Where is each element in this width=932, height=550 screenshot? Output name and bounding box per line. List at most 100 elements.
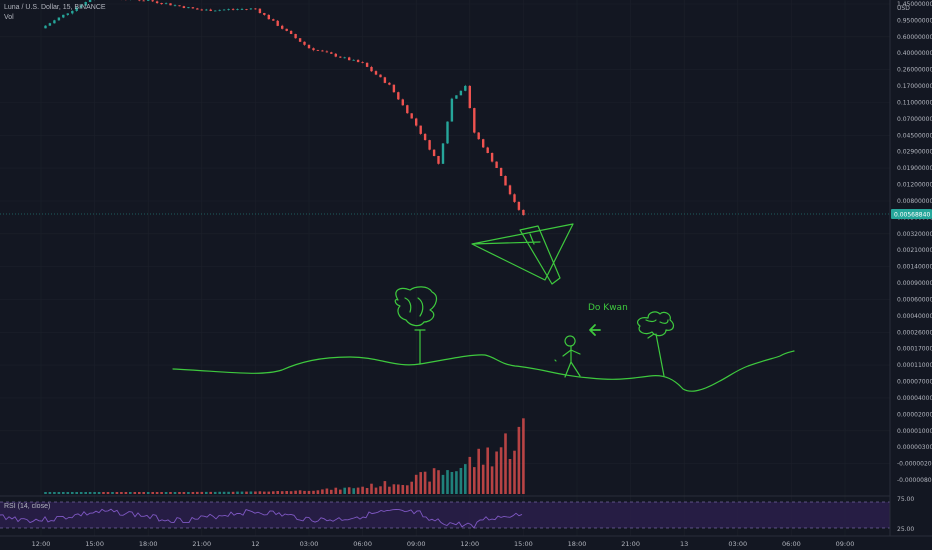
volume-bar [276,491,279,494]
volume-bar [459,468,463,494]
candle-body [209,9,212,11]
candle-body [410,113,413,119]
candle-body [44,25,47,29]
candle-body [432,149,436,156]
volume-bar [468,456,472,494]
candle-body [321,50,324,52]
candle-body [361,62,364,63]
volume-bar [146,492,150,494]
time-tick-label: 12:00 [460,540,479,548]
candle-body [388,82,391,85]
price-tick-label: 0.00007000 [897,379,932,386]
volume-bar [236,491,239,494]
price-tick-label: 0.00004000 [897,395,932,402]
volume-bar [200,491,204,494]
volume-bar [312,490,315,494]
price-tick-label: 0.00320000 [897,231,932,238]
volume-bar [187,492,190,494]
candle-body [272,19,275,21]
volume-bar [504,433,507,494]
candle-body [486,147,489,153]
volume-bar [513,450,516,494]
price-tick-label: 0.95000000 [897,17,932,24]
candle-body [415,118,418,126]
volume-bar [75,492,78,494]
time-axis[interactable]: 12:00 15:00 18:00 21:00 12 03:00 06:00 09:00 12:… [0,535,932,548]
symbol-legend[interactable]: Luna / U.S. Dollar, 15, BINANCE [4,4,106,11]
candle-body [397,92,400,100]
candle-body [285,28,288,31]
ground-line-drawing [172,350,795,392]
volume-bar [124,492,128,494]
candle-body [365,62,369,67]
volume-bar [71,492,74,494]
volume-bar [178,492,181,494]
price-tick-label: 0.00060000 [897,296,932,303]
volume-bar [330,489,333,494]
price-tick-label: 0.00140000 [897,264,932,271]
candle-body [84,2,87,6]
volume-bar [522,418,525,494]
candle-body [392,84,396,93]
volume-bar [160,492,163,494]
volume-bar [88,492,92,494]
volume-bar [48,492,52,494]
volume-bar [392,484,396,494]
price-tick-label: 0.00210000 [897,247,932,254]
volume-bar [477,448,480,494]
candle-body [437,156,440,164]
rsi-legend[interactable]: RSI (14, close) [4,503,51,510]
volume-bar [120,492,123,494]
volume-bar [370,483,373,494]
candle-body [482,139,485,148]
candle-body [263,13,266,15]
candle-body [517,201,521,210]
price-tick-label: 0.00000300 [897,444,932,451]
volume-bar [164,492,168,494]
candle-body [499,167,503,176]
volume-bar [321,489,324,494]
price-tick-label: -0.00000200 [897,461,932,468]
price-tick-label: 0.00017000 [897,346,932,353]
volume-bar [294,490,297,494]
volume-bar [307,490,311,494]
candle-body [522,209,525,216]
current-price-text: 0.00568840 [894,212,930,219]
price-axis[interactable]: 1.45000000 0.95000000 0.60000000 0.40000000… [889,0,932,536]
candle-body [477,132,480,140]
volume-bar [231,491,235,494]
candle-body [218,9,221,11]
volume-bar [138,492,141,494]
volume-bar [155,492,159,494]
candle-body [151,0,154,2]
volume-bar [428,481,431,494]
candle-body [441,143,445,164]
volume-bar [406,485,409,494]
time-tick-label: 03:00 [728,540,747,548]
volume-bar [481,464,485,494]
candle-body [312,48,315,51]
time-tick-label: 13 [680,540,688,548]
candle-body [155,1,159,3]
candle-body [169,3,172,6]
volume-bar [490,466,494,494]
tree-right-drawing [636,311,675,377]
candle-body [303,41,306,45]
candle-body [374,71,378,75]
time-tick-label: 18:00 [139,540,158,548]
volume-bar [227,491,230,494]
volume-legend[interactable]: Vol [4,14,14,21]
volume-bar [316,490,320,494]
candle-body [66,13,69,15]
time-tick-label: 09:00 [836,540,855,548]
candle-body [490,153,494,162]
volume-bar [213,491,217,494]
price-tick-label: 0.07000000 [897,116,932,123]
volume-bar [245,491,248,494]
price-tick-label: 1.45000000 [897,1,932,8]
volume-bar [133,492,137,494]
volume-bar [79,492,83,494]
volume-bar [397,484,400,494]
price-tick-label: 0.00026000 [897,329,932,336]
